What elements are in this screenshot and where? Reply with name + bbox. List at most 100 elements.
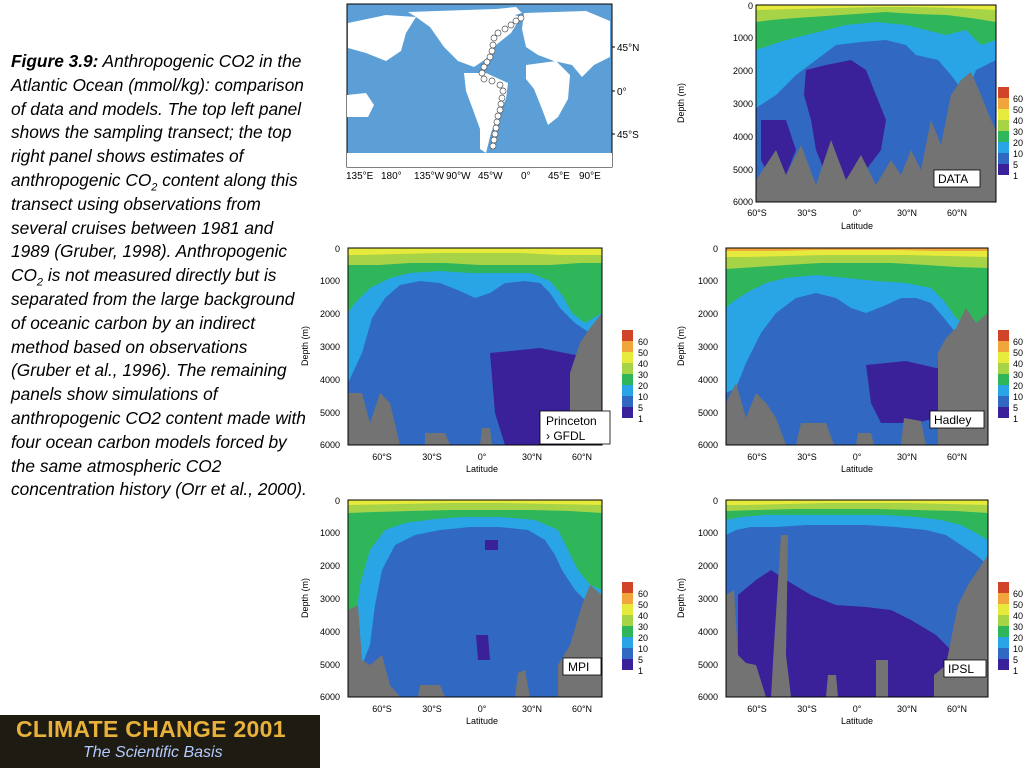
depth-tick: 1000 [320,528,340,538]
depth-tick: 3000 [698,594,718,604]
lat-tick: 60°N [572,704,592,714]
legend-level: 10 [1013,149,1023,159]
legend-level: 20 [638,381,648,391]
hadley-contour-field [726,248,988,445]
ipsl-depth-ticks: 0 1000 2000 3000 4000 5000 6000 [698,496,718,702]
map-continents [347,7,612,167]
hadley-depth-axis-label: Depth (m) [676,326,686,366]
data-frame [755,4,997,203]
legend-level: 20 [638,633,648,643]
lat-tick: 30°S [422,704,442,714]
lat-tick: 0° [478,452,487,462]
legend-level: 1 [1013,414,1018,424]
map-lat-label: 45°N [617,43,639,54]
lat-tick: 60°N [947,452,967,462]
caption-subscript-1: 2 [151,181,158,194]
legend-level: 60 [638,337,648,347]
mpi-lat-ticks: 60°S 30°S 0° 30°N 60°N [372,704,592,714]
depth-tick: 5000 [698,660,718,670]
map-lon-labels: 135°E 180° 135°W 90°W 45°W 0° 45°E 90°E [346,171,601,182]
depth-tick: 2000 [320,309,340,319]
lat-tick: 30°N [522,452,542,462]
legend-level: 60 [638,589,648,599]
princeton-panel-label-2: › GFDL [546,429,586,443]
depth-tick: 2000 [733,66,753,76]
lat-tick: 30°N [522,704,542,714]
depth-tick: 6000 [320,692,340,702]
panel-ipsl: IPSL 0 1000 2000 3000 4000 5000 6000 Dep… [676,496,1023,726]
data-panel-label: DATA [938,172,968,186]
lat-tick: 60°S [372,452,392,462]
legend-level: 10 [638,392,648,402]
mpi-panel-label: MPI [568,660,589,674]
figure-caption: Figure 3.9: Anthropogenic CO2 in the Atl… [11,50,307,502]
legend-level: 5 [638,655,643,665]
hadley-lat-axis-label: Latitude [841,464,873,474]
mpi-lat-axis-label: Latitude [466,716,498,726]
ipsl-depth-axis-label: Depth (m) [676,578,686,618]
panel-hadley: Hadley 0 1000 2000 3000 4000 5000 6000 D… [676,244,1023,474]
mpi-depth-ticks: 0 1000 2000 3000 4000 5000 6000 [320,496,340,702]
princeton-lat-ticks: 60°S 30°S 0° 30°N 60°N [372,452,592,462]
legend-level: 20 [1013,381,1023,391]
legend-level: 40 [638,611,648,621]
legend-level: 20 [1013,138,1023,148]
map-lon-label: 90°E [579,171,601,182]
panel-princeton: Princeton › GFDL 0 1000 2000 3000 4000 5… [300,244,633,474]
lat-tick: 60°S [747,208,767,218]
data-lat-axis-label: Latitude [841,221,873,231]
lat-tick: 30°S [422,452,442,462]
depth-tick: 4000 [320,375,340,385]
lat-tick: 0° [853,452,862,462]
depth-tick: 1000 [698,276,718,286]
legend-level: 5 [1013,160,1018,170]
depth-tick: 0 [713,244,718,254]
ipsl-frame [725,499,989,698]
lat-tick: 60°N [947,208,967,218]
map-lon-label: 45°W [478,171,503,182]
data-legend: 60 50 40 30 20 10 5 1 [998,87,1023,181]
depth-tick: 6000 [320,440,340,450]
lat-tick: 0° [853,208,862,218]
data-depth-axis-label: Depth (m) [676,83,686,123]
map-lon-label: 0° [521,171,531,182]
logo-title: CLIMATE CHANGE 2001 [16,716,286,742]
panel-mpi: MPI 0 1000 2000 3000 4000 5000 6000 Dept… [300,496,633,726]
depth-tick: 3000 [733,99,753,109]
princeton-label-box [539,410,611,445]
depth-tick: 0 [335,496,340,506]
legend-level: 60 [1013,337,1023,347]
hadley-legend: 60 50 40 30 20 10 5 1 [998,330,1023,424]
depth-tick: 5000 [320,408,340,418]
legend-level: 50 [1013,105,1023,115]
depth-tick: 2000 [320,561,340,571]
lat-tick: 60°S [372,704,392,714]
legend-level: 40 [1013,611,1023,621]
hadley-label-box [929,410,985,429]
depth-tick: 2000 [698,561,718,571]
depth-tick: 1000 [320,276,340,286]
hadley-lat-ticks: 60°S 30°S 0° 30°N 60°N [747,452,967,462]
princeton-lat-axis-label: Latitude [466,464,498,474]
legend-level: 5 [1013,655,1018,665]
legend-level: 1 [638,414,643,424]
princeton-legend-levels: 60 50 40 30 20 10 5 1 [638,337,648,424]
ipsl-label-box [943,659,987,678]
legend-level: 30 [1013,127,1023,137]
lat-tick: 30°S [797,452,817,462]
hadley-depth-ticks: 0 1000 2000 3000 4000 5000 6000 [698,244,718,450]
ipsl-lat-ticks: 60°S 30°S 0° 30°N 60°N [747,704,967,714]
mpi-legend-levels: 60 50 40 30 20 10 5 1 [638,589,648,676]
lat-tick: 60°N [572,452,592,462]
data-lat-ticks: 60°S 30°S 0° 30°N 60°N [747,208,967,218]
logo-subtitle: The Scientific Basis [83,744,223,761]
caption-text-2: content along this transect using observ… [11,169,298,286]
depth-tick: 4000 [698,627,718,637]
legend-level: 30 [1013,622,1023,632]
depth-tick: 4000 [320,627,340,637]
legend-level: 40 [1013,359,1023,369]
data-bathymetry [756,72,996,202]
depth-tick: 3000 [320,594,340,604]
legend-level: 50 [638,600,648,610]
legend-level: 50 [1013,600,1023,610]
